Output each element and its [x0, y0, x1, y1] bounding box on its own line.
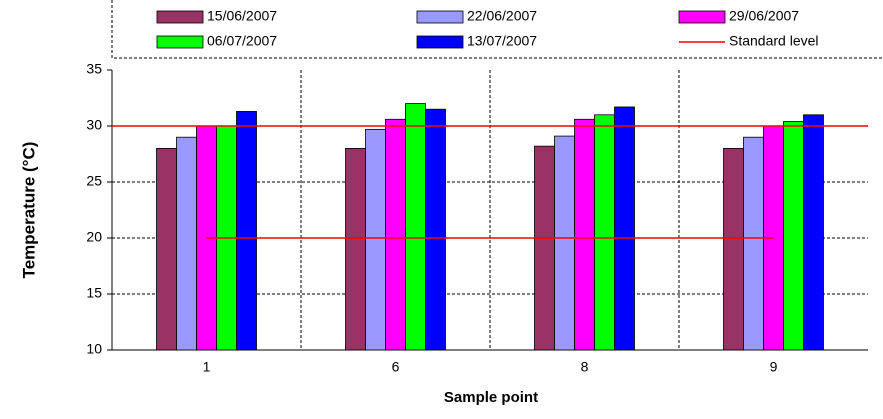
bar	[534, 145, 555, 351]
bar	[425, 108, 446, 351]
x-tick-label: 1	[203, 359, 211, 375]
x-tick-label: 9	[770, 359, 778, 375]
legend-swatch	[416, 10, 464, 24]
bar	[156, 147, 177, 351]
legend-label: 29/06/2007	[729, 8, 799, 24]
bar	[554, 135, 575, 351]
legend-label: Standard level	[729, 33, 819, 49]
x-axis-title: Sample point	[444, 389, 538, 406]
legend-swatch	[678, 10, 726, 24]
legend-label: 22/06/2007	[467, 8, 537, 24]
legend-swatch	[156, 10, 204, 24]
bar	[783, 121, 804, 351]
bar	[176, 136, 197, 351]
legend-swatch	[156, 35, 204, 49]
bar	[803, 114, 824, 351]
legend-border	[111, 0, 883, 59]
y-tick-label: 15	[86, 285, 102, 301]
bar	[743, 136, 764, 351]
y-tick-label: 20	[86, 229, 102, 245]
y-axis-title: Temperature (°C)	[19, 142, 38, 279]
bar	[365, 128, 386, 351]
legend-label: 13/07/2007	[467, 33, 537, 49]
x-tick-label: 6	[392, 359, 400, 375]
bar	[236, 111, 257, 351]
y-tick-label: 35	[86, 61, 102, 77]
y-tick-label: 30	[86, 117, 102, 133]
bar	[385, 118, 406, 351]
bar	[594, 114, 615, 351]
bar	[574, 118, 595, 351]
y-tick-label: 10	[86, 341, 102, 357]
bar	[345, 147, 366, 351]
x-tick-label: 8	[581, 359, 589, 375]
legend-label: 15/06/2007	[207, 8, 277, 24]
bar	[405, 103, 426, 351]
legend-swatch	[416, 35, 464, 49]
bar	[614, 106, 635, 351]
bar	[723, 147, 744, 351]
y-tick-label: 25	[86, 173, 102, 189]
legend-label: 06/07/2007	[207, 33, 277, 49]
